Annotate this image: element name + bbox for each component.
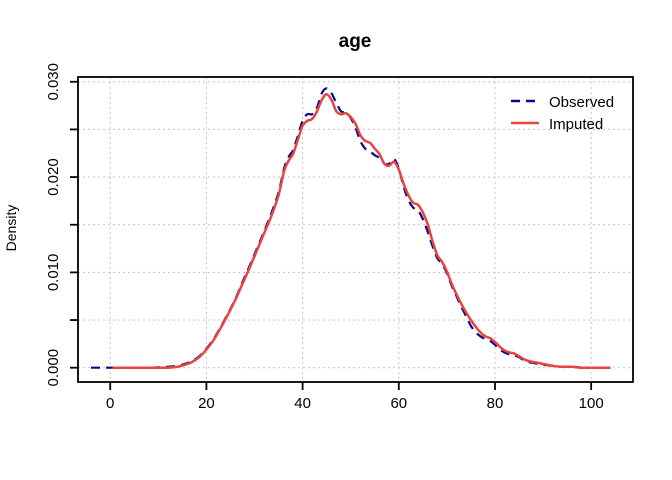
x-tick-label: 80 [487,395,504,412]
y-axis-label: Density [3,205,19,252]
plot-border [77,76,634,383]
x-tick-label: 60 [390,395,407,412]
legend: Observed Imputed [511,94,614,133]
legend-imputed-label: Imputed [549,116,603,133]
x-tick-label: 100 [579,395,604,412]
y-tick-label: 0.030 [45,63,62,101]
x-tick-label: 0 [106,395,114,412]
curve-layer [90,87,611,370]
x-tick-label: 20 [198,395,215,412]
imputed-density-curve [112,92,611,370]
y-tick-label: 0.000 [45,349,62,387]
y-tick-label: 0.010 [45,254,62,292]
y-tick-label: 0.020 [45,158,62,196]
legend-observed-label: Observed [549,94,614,111]
plot-title: age [339,31,372,52]
axis-tick-layer: 0 20 40 60 80 100 0.000 0.010 0.020 0.030 [45,63,604,412]
x-tick-label: 40 [294,395,311,412]
